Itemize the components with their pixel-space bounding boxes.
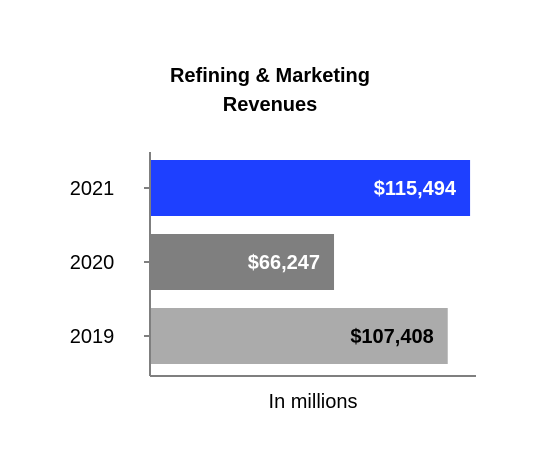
plot-area: 2021 $115,494 2020 $66,247 2019 $107,408 — [70, 152, 476, 377]
data-label-2019: $107,408 — [350, 326, 433, 348]
category-label-2020: 2020 — [70, 252, 115, 274]
chart-title-line-1: Refining & Marketing — [170, 65, 370, 87]
data-label-2020: $66,247 — [248, 252, 320, 274]
bar-2021 — [151, 160, 471, 216]
category-label-2019: 2019 — [70, 326, 115, 348]
chart-title-line-2: Revenues — [223, 94, 318, 116]
x-axis-label: In millions — [269, 391, 358, 413]
bar-2020 — [151, 234, 335, 290]
bar-2019 — [151, 308, 448, 364]
category-label-2021: 2021 — [70, 178, 115, 200]
data-label-2021: $115,494 — [374, 178, 457, 200]
